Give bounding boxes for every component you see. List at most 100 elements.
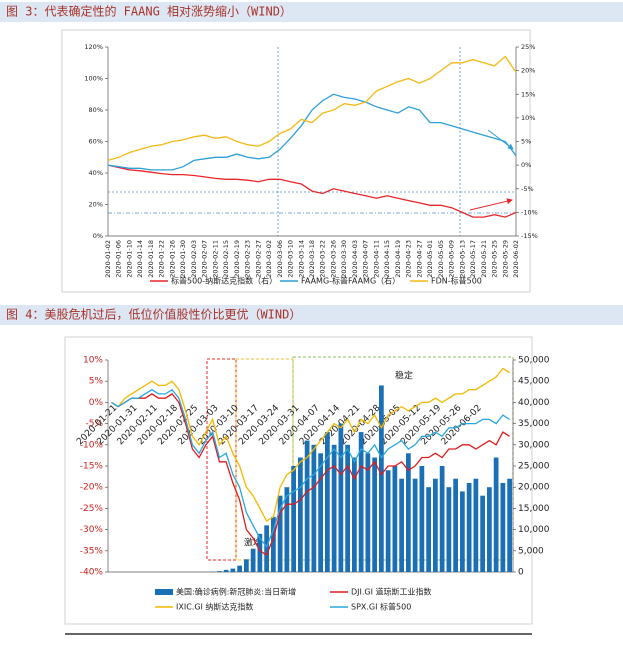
legend-label: 标普500-纳斯达克指数（右） (171, 276, 277, 286)
y2-tick-label: 20% (521, 67, 535, 75)
x-tick-label: 2020-02-11 (211, 240, 219, 278)
chart: -40% -35% -30% -25% -20% -15% -10% -5% 0% 5% 10% 0 5… (75, 356, 550, 612)
legend-label: 美国:确诊病例:新冠肺炎:当日新增 (176, 587, 296, 597)
y2-tick-label: -10% (521, 208, 538, 216)
chart: 0% 20% 40% 60% 80% 100% 120% -15% -10% -5% 0% 5% 10%… (84, 43, 537, 286)
x-tick-label: 2020-02-23 (244, 240, 252, 278)
y2-tick-label: 50,000 (518, 356, 550, 366)
y2-tick-label: -15% (521, 232, 538, 240)
bar (277, 495, 283, 572)
y-tick-label: 60% (89, 138, 103, 146)
header-bar (0, 2, 623, 22)
bar (365, 453, 371, 572)
x-tick-label: 2020-01-06 (115, 240, 123, 278)
y-tick-label: -35% (80, 546, 104, 556)
x-tick-label: 2020-03-18 (308, 240, 316, 278)
x-tick-label: 2020-05-29 (501, 240, 509, 278)
chart-frame (64, 336, 533, 625)
legend-label: DJI.GI 道琼斯工业指数 (351, 587, 432, 597)
x-tick-label: 2020-01-18 (147, 240, 155, 278)
y2-tick-label: 15% (521, 90, 535, 98)
chart-frame (61, 29, 531, 293)
line-series (107, 55, 517, 162)
bar (304, 440, 310, 572)
bar (372, 457, 377, 572)
y-tick-label: -10% (80, 440, 104, 450)
y2-tick-label: 25% (521, 43, 535, 51)
bar (264, 525, 269, 572)
bar (352, 457, 357, 572)
bar (446, 487, 452, 572)
bar (379, 385, 384, 572)
legend-label: FDN-标普500 (431, 276, 482, 286)
bar (466, 482, 472, 572)
y2-tick-label: 5,000 (518, 546, 544, 556)
bar (399, 478, 404, 572)
figure-title: 图 4：美股危机过后，低位价值股性价比更优（WIND） (6, 307, 301, 322)
y2-tick-label: 20,000 (518, 483, 550, 493)
bar (250, 548, 256, 572)
y2-tick-label: 15,000 (518, 504, 550, 514)
bar (473, 478, 479, 572)
bar (412, 478, 418, 572)
x-tick-label: 2020-03-02 (265, 240, 273, 278)
x-tick-label: 2020-02-15 (222, 240, 230, 278)
bar (500, 482, 506, 572)
y-tick-label: 120% (84, 43, 103, 51)
bar (331, 444, 337, 572)
bar (291, 466, 296, 572)
x-tick-label: 2020-01-26 (168, 240, 176, 278)
x-tick-label: 2020-02-27 (254, 240, 262, 278)
legend-label: FAAMG-标普FAAMG（右） (301, 276, 400, 286)
bar (223, 569, 229, 572)
y2-tick-label: 30,000 (518, 440, 550, 450)
y-tick-label: 5% (89, 377, 104, 387)
x-tick-label: 2020-03-26 (329, 240, 337, 278)
bar (217, 571, 222, 572)
arrow (469, 198, 513, 211)
x-tick-label: 2020-01-22 (158, 240, 166, 278)
bar (460, 491, 465, 572)
y-tick-label: -30% (80, 525, 104, 535)
y-tick-label: 80% (89, 106, 103, 114)
line-series (107, 93, 517, 171)
bar (433, 478, 438, 572)
x-tick-label: 2020-05-21 (480, 240, 488, 278)
bar (507, 478, 512, 572)
bar (230, 568, 236, 572)
x-tick-label: 2020-05-13 (458, 240, 466, 278)
x-tick-label: 2020-03-22 (319, 240, 327, 278)
y2-tick-label: -5% (521, 185, 534, 193)
bar (318, 453, 323, 572)
x-tick-label: 2020-04-23 (405, 240, 413, 278)
x-tick-label: 2020-01-14 (136, 240, 144, 278)
y2-tick-label: 5% (521, 138, 531, 146)
bar (338, 423, 344, 572)
y-tick-label: 0% (93, 232, 103, 240)
bar (439, 466, 445, 572)
bar (237, 565, 242, 572)
x-tick-label: 2020-06-02 (512, 240, 520, 278)
y2-tick-label: 10% (521, 114, 535, 122)
y-tick-label: 100% (84, 75, 103, 83)
x-tick-label: 2020-01-02 (104, 240, 112, 278)
annotation: 稳定 (395, 370, 413, 382)
line-series (111, 388, 510, 548)
bar (244, 559, 249, 572)
y2-tick-label: 45,000 (518, 377, 550, 387)
bar (298, 457, 303, 572)
x-tick-label: 2020-04-07 (362, 240, 370, 278)
x-tick-label: 2020-05-09 (448, 240, 456, 278)
y2-tick-label: 25,000 (518, 462, 550, 472)
line-series (107, 164, 517, 218)
line-series (111, 393, 510, 556)
y-tick-label: 0% (89, 398, 104, 408)
x-tick-label: 2020-03-14 (297, 240, 305, 278)
x-tick-label: 2020-04-15 (383, 240, 391, 278)
y-tick-label: -25% (80, 504, 104, 514)
x-tick-label: 2020-05-01 (426, 240, 434, 278)
x-tick-label: 2020-05-05 (437, 240, 445, 278)
bar (311, 444, 317, 572)
bar (480, 495, 485, 572)
